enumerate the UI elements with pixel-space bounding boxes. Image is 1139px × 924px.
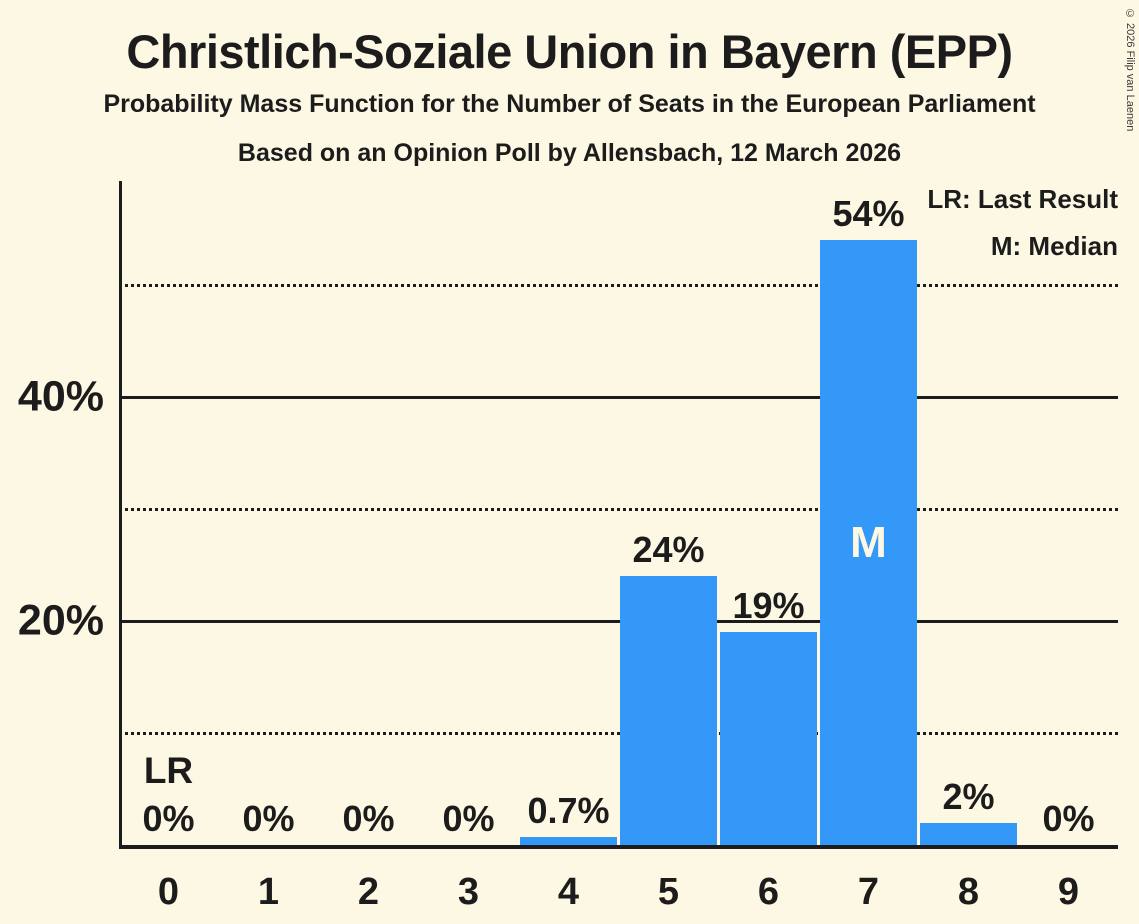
- bar-value-label-seat-9: 0%: [1042, 798, 1095, 839]
- legend-last-result-label: LR: Last Result: [927, 184, 1118, 214]
- y-tick-label-40: 40%: [17, 372, 104, 421]
- bar-value-label-seat-4: 0.7%: [527, 790, 610, 831]
- legend-median-label: M: Median: [990, 231, 1118, 261]
- last-result-annotation: LR: [143, 750, 194, 791]
- x-tick-label-7: 7: [857, 871, 880, 913]
- bar-value-label-seat-3: 0%: [442, 798, 495, 839]
- gridline-dotted-10: [119, 732, 1118, 735]
- chart-poll-info: Based on an Opinion Poll by Allensbach, …: [237, 139, 902, 167]
- x-tick-label-1: 1: [257, 871, 280, 913]
- bar-seat-5: [620, 576, 717, 845]
- bar-value-label-seat-6: 19%: [732, 585, 805, 626]
- bar-value-label-seat-5: 24%: [632, 529, 705, 570]
- chart-subtitle: Probability Mass Function for the Number…: [103, 90, 1036, 118]
- bar-seat-6: [720, 632, 817, 845]
- gridline-dotted-50: [119, 284, 1118, 287]
- bar-value-label-seat-1: 0%: [242, 798, 295, 839]
- x-tick-label-0: 0: [157, 871, 180, 913]
- bar-value-label-seat-8: 2%: [942, 776, 995, 817]
- gridline-solid-20: [119, 620, 1118, 623]
- x-tick-label-6: 6: [757, 871, 780, 913]
- chart-title: Christlich-Soziale Union in Bayern (EPP): [126, 25, 1013, 78]
- bar-seat-4: [520, 837, 617, 845]
- y-tick-label-20: 20%: [17, 596, 104, 645]
- x-tick-label-3: 3: [457, 871, 480, 913]
- x-tick-label-4: 4: [557, 871, 580, 913]
- bar-value-label-seat-7: 54%: [832, 193, 905, 234]
- bar-value-label-seat-0: 0%: [142, 798, 195, 839]
- bar-value-label-seat-2: 0%: [342, 798, 395, 839]
- gridline-dotted-30: [119, 508, 1118, 511]
- x-tick-label-9: 9: [1057, 871, 1080, 913]
- x-axis-line: [119, 845, 1118, 849]
- copyright-text: © 2026 Filip van Laenen: [1124, 8, 1136, 132]
- x-tick-label-8: 8: [957, 871, 980, 913]
- y-axis-line: [119, 181, 122, 849]
- gridline-solid-40: [119, 396, 1118, 399]
- bar-seat-8: [920, 823, 1017, 845]
- x-tick-label-5: 5: [657, 871, 680, 913]
- bar-seat-7: [820, 240, 917, 845]
- x-tick-label-2: 2: [357, 871, 380, 913]
- median-annotation: M: [850, 518, 887, 567]
